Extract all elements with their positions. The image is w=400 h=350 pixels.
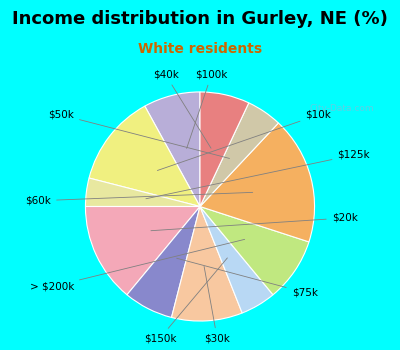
Wedge shape [200, 103, 278, 206]
Wedge shape [200, 206, 309, 295]
Text: $75k: $75k [177, 258, 318, 298]
Text: $20k: $20k [151, 213, 358, 231]
Wedge shape [172, 206, 242, 321]
Wedge shape [86, 178, 200, 206]
Text: $125k: $125k [146, 150, 370, 199]
Text: Income distribution in Gurley, NE (%): Income distribution in Gurley, NE (%) [12, 10, 388, 28]
Wedge shape [200, 92, 249, 206]
Text: $10k: $10k [157, 110, 331, 170]
Wedge shape [127, 206, 200, 317]
Wedge shape [200, 123, 314, 242]
Wedge shape [89, 106, 200, 206]
Wedge shape [200, 206, 273, 313]
Wedge shape [86, 206, 200, 295]
Text: City-Data.com: City-Data.com [310, 104, 374, 113]
Text: $60k: $60k [25, 193, 253, 206]
Text: $50k: $50k [48, 110, 230, 159]
Text: $30k: $30k [204, 266, 230, 343]
Text: $40k: $40k [153, 70, 211, 148]
Text: $150k: $150k [144, 258, 227, 343]
Text: $100k: $100k [187, 70, 228, 148]
Text: > $200k: > $200k [30, 239, 245, 292]
Text: White residents: White residents [138, 42, 262, 56]
Wedge shape [145, 92, 200, 206]
